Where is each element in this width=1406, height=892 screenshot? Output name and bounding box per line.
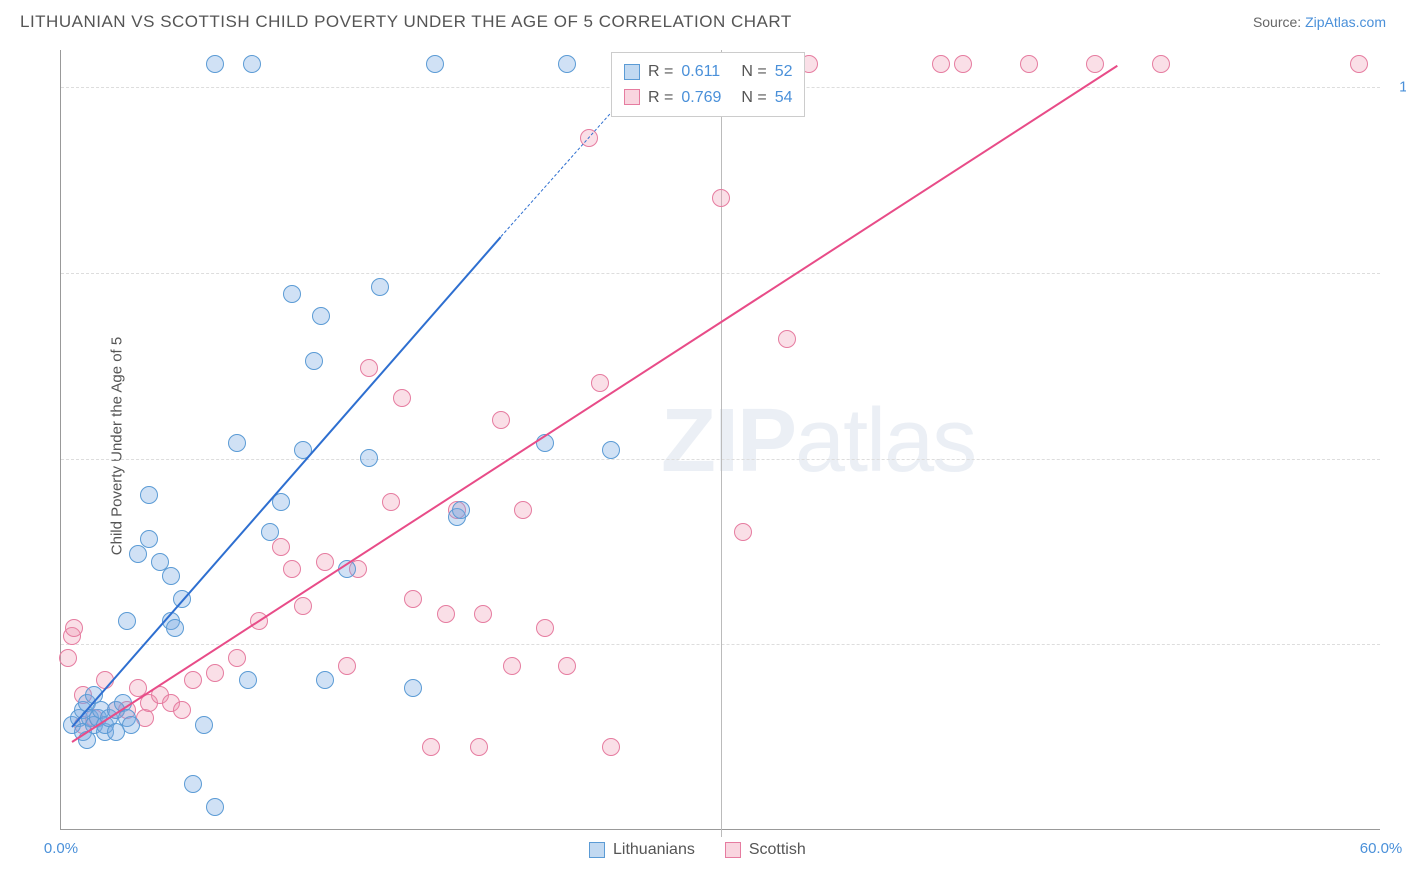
chart-title: LITHUANIAN VS SCOTTISH CHILD POVERTY UND… — [20, 12, 792, 32]
legend-stats-row: R = 0.611 N = 52 — [624, 59, 792, 85]
scatter-point-lithuanians — [312, 307, 330, 325]
n-value: 52 — [775, 59, 793, 85]
legend-swatch — [624, 89, 640, 105]
legend-series-item[interactable]: Lithuanians — [589, 841, 695, 859]
source-link[interactable]: ZipAtlas.com — [1305, 14, 1386, 30]
legend-swatch — [725, 842, 741, 858]
scatter-point-lithuanians — [239, 671, 257, 689]
scatter-point-lithuanians — [166, 619, 184, 637]
scatter-point-scottish — [404, 590, 422, 608]
scatter-point-lithuanians — [404, 679, 422, 697]
scatter-point-scottish — [470, 738, 488, 756]
scatter-point-scottish — [283, 560, 301, 578]
scatter-point-lithuanians — [558, 55, 576, 73]
scatter-point-scottish — [492, 411, 510, 429]
scatter-point-scottish — [734, 523, 752, 541]
scatter-point-scottish — [228, 649, 246, 667]
r-label: R = — [648, 85, 673, 111]
legend-series-label: Lithuanians — [613, 841, 695, 859]
y-tick-label: 100.0% — [1399, 79, 1406, 96]
scatter-point-scottish — [422, 738, 440, 756]
scatter-point-lithuanians — [360, 449, 378, 467]
scatter-point-scottish — [294, 597, 312, 615]
source-prefix: Source: — [1253, 14, 1301, 30]
scatter-point-lithuanians — [140, 486, 158, 504]
scatter-point-lithuanians — [261, 523, 279, 541]
watermark-bold: ZIP — [661, 391, 795, 491]
legend-series-label: Scottish — [749, 841, 806, 859]
scatter-point-scottish — [932, 55, 950, 73]
scatter-point-scottish — [503, 657, 521, 675]
x-tick-label: 0.0% — [44, 840, 78, 857]
scatter-point-scottish — [437, 605, 455, 623]
scatter-point-scottish — [316, 553, 334, 571]
scatter-point-scottish — [382, 493, 400, 511]
r-label: R = — [648, 59, 673, 85]
gridline-v — [721, 50, 722, 837]
scatter-point-scottish — [1152, 55, 1170, 73]
scatter-point-lithuanians — [206, 55, 224, 73]
header: LITHUANIAN VS SCOTTISH CHILD POVERTY UND… — [0, 0, 1406, 40]
scatter-point-lithuanians — [122, 716, 140, 734]
scatter-point-scottish — [1020, 55, 1038, 73]
scatter-point-scottish — [954, 55, 972, 73]
r-value: 0.611 — [681, 59, 733, 85]
scatter-point-lithuanians — [195, 716, 213, 734]
scatter-point-lithuanians — [184, 775, 202, 793]
source-label: Source: ZipAtlas.com — [1253, 14, 1386, 30]
scatter-point-scottish — [558, 657, 576, 675]
scatter-point-scottish — [393, 389, 411, 407]
scatter-point-scottish — [206, 664, 224, 682]
scatter-point-scottish — [536, 619, 554, 637]
trendline-scottish — [71, 65, 1117, 743]
scatter-point-lithuanians — [305, 352, 323, 370]
n-label: N = — [741, 85, 766, 111]
scatter-point-scottish — [1086, 55, 1104, 73]
scatter-point-scottish — [474, 605, 492, 623]
scatter-point-scottish — [184, 671, 202, 689]
legend-stats: R = 0.611 N = 52 R = 0.769 N = 54 — [611, 52, 805, 117]
x-tick-label: 60.0% — [1360, 840, 1403, 857]
r-value: 0.769 — [681, 85, 733, 111]
watermark: ZIPatlas — [661, 390, 975, 493]
scatter-point-scottish — [1350, 55, 1368, 73]
scatter-point-lithuanians — [140, 530, 158, 548]
trendline-lithuanians — [71, 236, 502, 728]
scatter-point-lithuanians — [206, 798, 224, 816]
legend-swatch — [589, 842, 605, 858]
scatter-point-scottish — [59, 649, 77, 667]
scatter-point-lithuanians — [602, 441, 620, 459]
scatter-point-scottish — [360, 359, 378, 377]
scatter-point-lithuanians — [371, 278, 389, 296]
scatter-point-lithuanians — [452, 501, 470, 519]
scatter-point-scottish — [338, 657, 356, 675]
legend-swatch — [624, 64, 640, 80]
scatter-point-lithuanians — [129, 545, 147, 563]
n-label: N = — [741, 59, 766, 85]
scatter-point-scottish — [514, 501, 532, 519]
watermark-rest: atlas — [795, 391, 975, 491]
scatter-chart: ZIPatlas 25.0%50.0%75.0%100.0%0.0%60.0%R… — [60, 50, 1380, 830]
scatter-point-scottish — [591, 374, 609, 392]
scatter-point-scottish — [65, 619, 83, 637]
legend-series-item[interactable]: Scottish — [725, 841, 806, 859]
scatter-point-lithuanians — [118, 612, 136, 630]
scatter-point-lithuanians — [243, 55, 261, 73]
n-value: 54 — [775, 85, 793, 111]
scatter-point-lithuanians — [162, 567, 180, 585]
scatter-point-scottish — [778, 330, 796, 348]
scatter-point-lithuanians — [283, 285, 301, 303]
legend-series: Lithuanians Scottish — [589, 841, 806, 859]
scatter-point-scottish — [173, 701, 191, 719]
scatter-point-scottish — [602, 738, 620, 756]
scatter-point-scottish — [712, 189, 730, 207]
scatter-point-lithuanians — [316, 671, 334, 689]
scatter-point-lithuanians — [228, 434, 246, 452]
legend-stats-row: R = 0.769 N = 54 — [624, 85, 792, 111]
scatter-point-lithuanians — [426, 55, 444, 73]
scatter-point-scottish — [272, 538, 290, 556]
